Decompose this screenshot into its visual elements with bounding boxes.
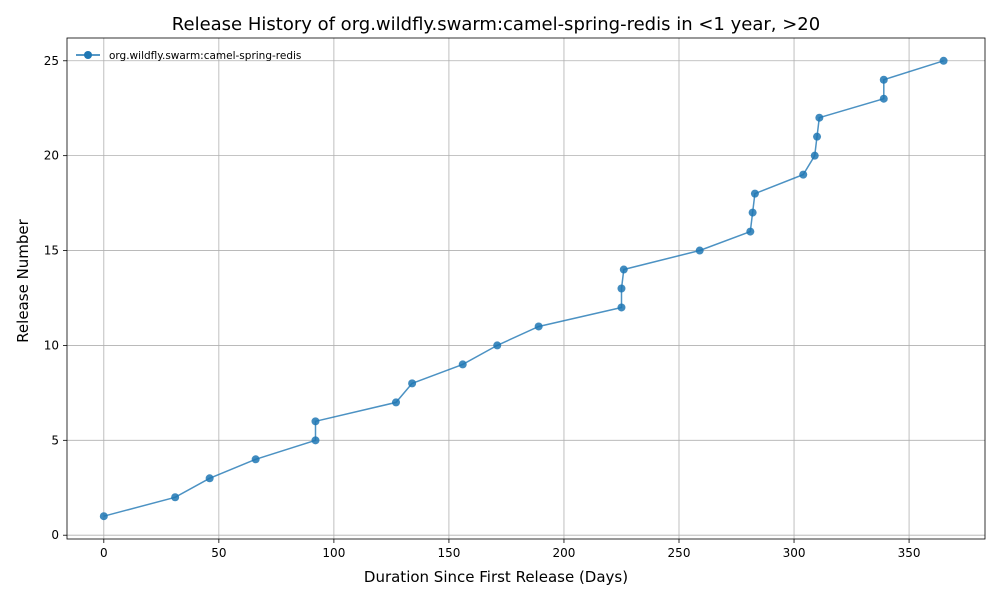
- data-point: [458, 360, 467, 369]
- x-tick-label: 0: [100, 546, 108, 560]
- data-point: [746, 227, 755, 236]
- y-tick-label: 5: [51, 433, 59, 447]
- data-point: [939, 56, 948, 65]
- x-tick-label: 300: [783, 546, 806, 560]
- y-tick-label: 15: [44, 244, 59, 258]
- series-layer: [99, 56, 948, 521]
- x-tick-label: 350: [898, 546, 921, 560]
- data-point: [810, 151, 819, 160]
- data-point: [617, 284, 626, 293]
- data-point: [205, 474, 214, 483]
- data-point: [408, 379, 417, 388]
- data-point: [799, 170, 808, 179]
- grid-layer: [67, 38, 985, 539]
- data-point: [392, 398, 401, 407]
- data-point: [617, 303, 626, 312]
- legend: org.wildfly.swarm:camel-spring-redis: [76, 50, 301, 62]
- x-axis-title: Duration Since First Release (Days): [364, 568, 628, 586]
- tick-layer: 0 50 100 150 200 250 300 350 0 5 10 15 20 25: [44, 54, 921, 560]
- data-point: [99, 512, 108, 521]
- data-point: [534, 322, 543, 331]
- plot-area-frame: [66, 37, 986, 540]
- data-point: [311, 436, 320, 445]
- y-tick-label: 10: [44, 338, 59, 352]
- x-tick-label: 50: [211, 546, 226, 560]
- data-point: [879, 94, 888, 103]
- x-tick-label: 200: [553, 546, 576, 560]
- legend-marker-swatch: [84, 51, 92, 59]
- chart-title: Release History of org.wildfly.swarm:cam…: [172, 14, 820, 35]
- data-point: [813, 132, 822, 141]
- data-point: [815, 113, 824, 122]
- y-axis-title: Release Number: [14, 218, 32, 342]
- data-point: [619, 265, 628, 274]
- y-tick-label: 0: [51, 528, 59, 542]
- data-point: [750, 189, 759, 198]
- data-point: [879, 75, 888, 84]
- data-point: [311, 417, 320, 426]
- legend-label: org.wildfly.swarm:camel-spring-redis: [109, 50, 301, 62]
- data-point: [695, 246, 704, 255]
- x-tick-label: 150: [437, 546, 460, 560]
- y-tick-label: 20: [44, 149, 59, 163]
- data-point: [171, 493, 180, 502]
- data-point: [251, 455, 260, 464]
- y-tick-label: 25: [44, 54, 59, 68]
- data-point: [748, 208, 757, 217]
- x-tick-label: 100: [322, 546, 345, 560]
- x-tick-label: 250: [668, 546, 691, 560]
- data-point: [493, 341, 502, 350]
